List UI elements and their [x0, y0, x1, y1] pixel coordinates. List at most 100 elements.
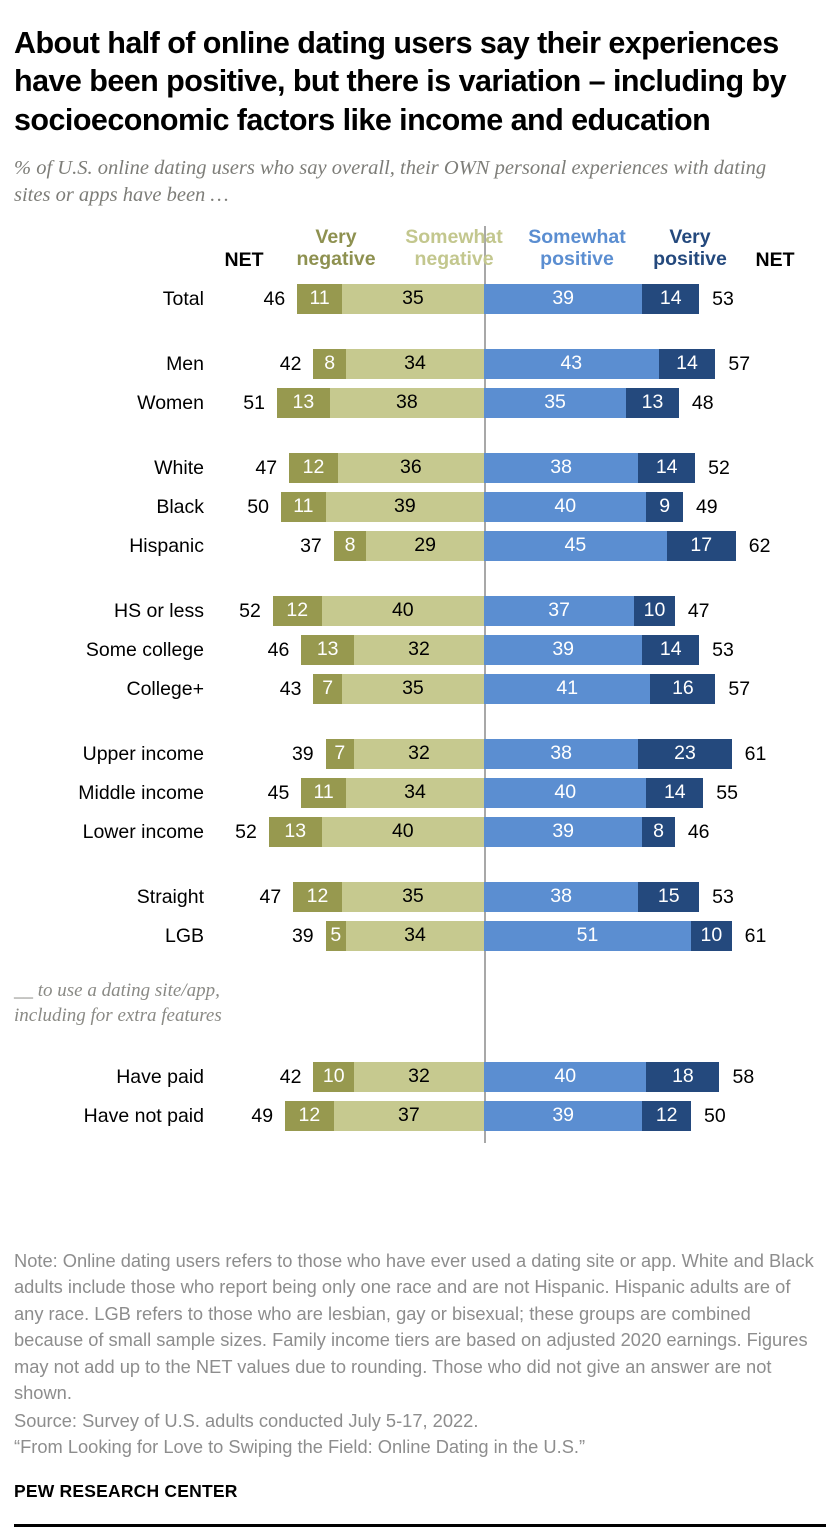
chart-row: LGB 39 5 34 51 10 61 [14, 920, 826, 951]
segment-somewhat-positive: 41 [484, 673, 651, 704]
chart-row: Middle income 45 11 34 40 14 55 [14, 777, 826, 808]
footnote-note: Note: Online dating users refers to thos… [14, 1250, 814, 1404]
row-net-positive: 57 [728, 352, 751, 375]
segment-very-negative: 8 [333, 530, 367, 561]
row-category-label: College+ [126, 677, 204, 700]
row-category-label: HS or less [114, 599, 204, 622]
segment-somewhat-positive: 40 [484, 1061, 647, 1092]
segment-somewhat-negative: 34 [345, 777, 484, 808]
row-category-label: Middle income [78, 781, 204, 804]
segment-somewhat-positive: 51 [484, 920, 692, 951]
chart-row: College+ 43 7 35 41 16 57 [14, 673, 826, 704]
row-category-label: Lower income [82, 820, 204, 843]
paid-group-note: __ to use a dating site/app, including f… [14, 979, 222, 1026]
row-net-negative: 42 [279, 352, 302, 375]
row-category-label: Women [137, 391, 204, 414]
segment-somewhat-negative: 34 [345, 920, 484, 951]
row-net-positive: 55 [716, 781, 738, 804]
segment-very-positive: 15 [638, 881, 700, 912]
row-net-negative: 49 [251, 1104, 274, 1127]
segment-somewhat-positive: 39 [484, 1100, 643, 1131]
segment-somewhat-positive: 38 [484, 452, 639, 483]
segment-somewhat-negative: 29 [366, 530, 484, 561]
segment-very-negative: 13 [268, 816, 322, 847]
segment-somewhat-positive: 39 [484, 634, 643, 665]
chart-row: HS or less 52 12 40 37 10 47 [14, 595, 826, 626]
row-net-negative: 50 [247, 495, 269, 518]
segment-very-negative: 10 [313, 1061, 355, 1092]
chart-row: Have paid 42 10 32 40 18 58 [14, 1061, 826, 1092]
segment-somewhat-positive: 43 [484, 348, 659, 379]
segment-somewhat-positive: 39 [484, 816, 643, 847]
row-net-positive: 47 [687, 599, 710, 622]
segment-very-positive: 13 [626, 387, 679, 418]
row-category-label: Black [156, 495, 204, 518]
header-net-negative: NET [224, 248, 264, 271]
segment-very-positive: 18 [646, 1061, 720, 1092]
footnote-source: Source: Survey of U.S. adults conducted … [14, 1409, 479, 1431]
footer-rule [14, 1523, 826, 1527]
segment-somewhat-negative: 35 [341, 283, 484, 314]
segment-very-positive: 16 [650, 673, 716, 704]
chart-row: Have not paid 49 12 37 39 12 50 [14, 1100, 826, 1131]
segment-somewhat-negative: 34 [345, 348, 484, 379]
row-net-negative: 45 [267, 781, 290, 804]
segment-very-positive: 12 [642, 1100, 692, 1131]
segment-very-positive: 14 [642, 283, 700, 314]
row-net-negative: 51 [243, 391, 265, 414]
row-net-negative: 47 [255, 456, 278, 479]
segment-very-negative: 12 [285, 1100, 334, 1131]
segment-very-negative: 11 [281, 491, 326, 522]
row-category-label: Upper income [82, 742, 204, 765]
segment-somewhat-positive: 40 [484, 491, 647, 522]
segment-somewhat-positive: 37 [484, 595, 635, 626]
segment-somewhat-negative: 40 [321, 816, 484, 847]
row-category-label: Men [166, 352, 204, 375]
row-net-negative: 42 [279, 1065, 302, 1088]
row-net-positive: 57 [728, 677, 751, 700]
page-subtitle: % of U.S. online dating users who say ov… [14, 156, 767, 207]
segment-somewhat-negative: 36 [337, 452, 484, 483]
segment-very-negative: 12 [293, 881, 342, 912]
segment-somewhat-positive: 45 [484, 530, 667, 561]
segment-very-negative: 11 [297, 283, 342, 314]
segment-somewhat-negative: 39 [325, 491, 484, 522]
row-net-positive: 50 [704, 1104, 726, 1127]
diverging-bar-chart: NET Very negative Somewhat negative Somewhat p… [14, 225, 826, 1143]
segment-very-positive: 10 [691, 920, 732, 951]
segment-somewhat-negative: 35 [341, 881, 484, 912]
segment-very-positive: 14 [638, 452, 696, 483]
chart-row: Upper income 39 7 32 38 23 61 [14, 738, 826, 769]
segment-very-positive: 9 [646, 491, 683, 522]
row-category-label: Total [162, 287, 204, 310]
row-net-positive: 46 [687, 820, 710, 843]
row-net-positive: 52 [708, 456, 730, 479]
segment-very-negative: 13 [276, 387, 330, 418]
segment-very-negative: 7 [313, 673, 342, 704]
chart-row: Straight 47 12 35 38 15 53 [14, 881, 826, 912]
row-net-negative: 39 [291, 924, 314, 947]
segment-very-positive: 14 [658, 348, 716, 379]
row-category-label: Straight [136, 885, 204, 908]
segment-very-positive: 10 [634, 595, 675, 626]
chart-row: Lower income 52 13 40 39 8 46 [14, 816, 826, 847]
segment-somewhat-positive: 39 [484, 283, 643, 314]
segment-somewhat-negative: 32 [354, 1061, 484, 1092]
row-net-negative: 43 [279, 677, 302, 700]
segment-very-negative: 13 [301, 634, 355, 665]
segment-very-negative: 8 [313, 348, 346, 379]
row-net-negative: 46 [267, 638, 290, 661]
row-net-negative: 37 [300, 534, 322, 557]
row-net-negative: 39 [291, 742, 314, 765]
segment-very-negative: 7 [325, 738, 355, 769]
row-category-label: Have not paid [83, 1104, 204, 1127]
row-category-label: Have paid [116, 1065, 204, 1088]
segment-somewhat-positive: 38 [484, 881, 639, 912]
page-title: About half of online dating users say th… [14, 26, 787, 137]
header-very-positive: Very positive [653, 225, 727, 271]
segment-somewhat-negative: 40 [321, 595, 484, 626]
row-net-positive: 61 [744, 924, 767, 947]
segment-very-positive: 23 [638, 738, 732, 769]
segment-very-negative: 12 [272, 595, 322, 626]
